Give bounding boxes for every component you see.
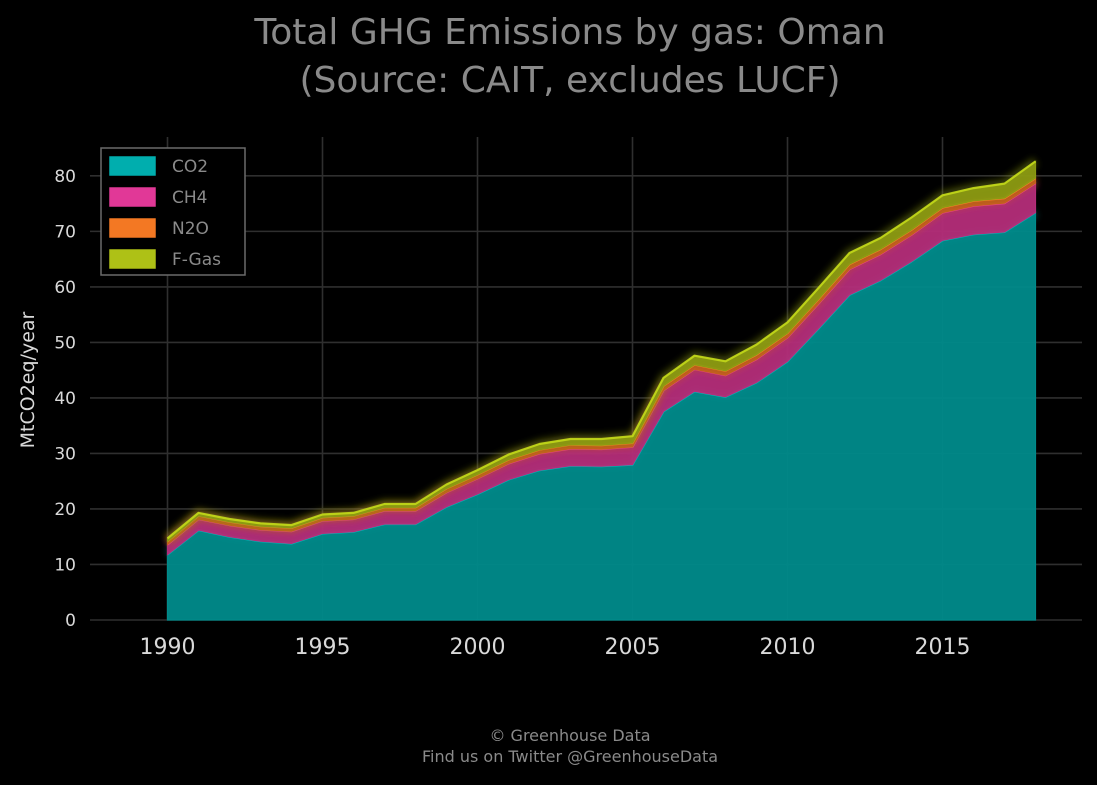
legend-label: CH4: [172, 188, 207, 208]
series-edge: [166, 160, 1037, 540]
y-tick-label: 30: [54, 444, 76, 464]
footer-twitter: Find us on Twitter @GreenhouseData: [422, 747, 718, 766]
y-tick-label: 20: [54, 500, 76, 520]
y-tick-label: 10: [54, 555, 76, 575]
x-tick-label: 2010: [760, 635, 816, 660]
x-tick-label: 1990: [140, 635, 196, 660]
legend-swatch: [109, 187, 156, 207]
y-axis-label: MtCO2eq/year: [17, 311, 39, 448]
legend-label: CO2: [172, 157, 208, 177]
x-tick-label: 2005: [605, 635, 661, 660]
series-f-gas: [164, 157, 1039, 543]
x-tick-label: 1995: [295, 635, 351, 660]
y-tick-label: 60: [54, 278, 76, 298]
legend-swatch: [109, 156, 156, 176]
chart-title-line-1: Total GHG Emissions by gas: Oman: [253, 12, 885, 53]
legend-swatch: [109, 249, 156, 269]
legend-label: F-Gas: [172, 250, 221, 270]
y-tick-label: 0: [65, 611, 76, 631]
x-tick-label: 2015: [915, 635, 971, 660]
axes: 0 10 20 30 40 50 60 70 80 1990 1995 2000 2005 2010 201…: [54, 167, 970, 660]
y-tick-label: 50: [54, 333, 76, 353]
footer-copyright: © Greenhouse Data: [489, 726, 650, 745]
chart-title-line-2: (Source: CAIT, excludes LUCF): [299, 60, 840, 101]
y-tick-label: 80: [54, 167, 76, 187]
stacked-areas: [164, 157, 1039, 621]
series-area: [166, 211, 1037, 621]
y-tick-label: 40: [54, 389, 76, 409]
x-tick-label: 2000: [450, 635, 506, 660]
legend-swatch: [109, 218, 156, 238]
y-tick-label: 70: [54, 222, 76, 242]
legend: CO2 CH4 N2O F-Gas: [100, 147, 246, 276]
series-co2: [164, 208, 1038, 621]
legend-label: N2O: [172, 219, 209, 239]
